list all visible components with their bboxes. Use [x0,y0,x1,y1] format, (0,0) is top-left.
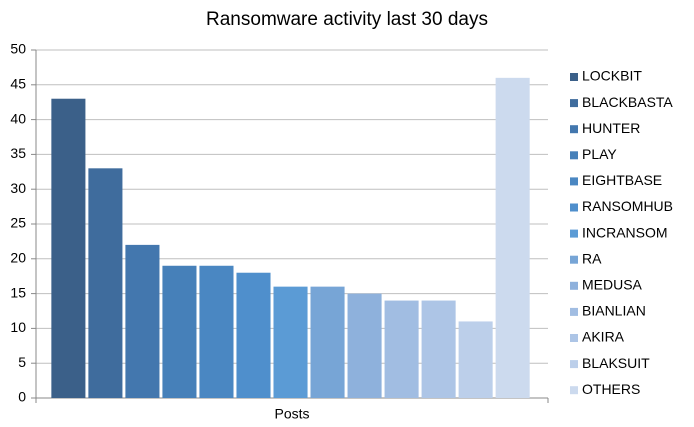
legend-label: MEDUSA [582,277,643,293]
legend-label: HUNTER [582,120,640,136]
y-tick-label: 25 [10,215,26,231]
legend-label: BLACKBASTA [582,94,673,110]
legend-label: BIANLIAN [582,303,646,319]
legend-swatch [570,73,578,81]
legend-label: AKIRA [582,329,625,345]
y-tick-label: 35 [10,145,26,161]
legend-label: INCRANSOM [582,224,668,240]
bar [273,286,308,398]
legend-label: OTHERS [582,381,640,397]
legend-swatch [570,151,578,160]
bar [458,321,493,398]
legend-label: RANSOMHUB [582,198,673,214]
y-tick-label: 50 [10,41,26,57]
bar [162,265,197,398]
y-tick-label: 5 [18,354,26,370]
legend-swatch [570,203,578,212]
legend-swatch [570,307,578,316]
legend-label: EIGHTBASE [582,172,662,188]
legend-swatch [570,360,578,369]
legend-swatch [570,255,578,264]
bar [88,168,123,398]
legend-label: BLAKSUIT [582,355,650,371]
bar [495,77,530,398]
legend-label: PLAY [582,146,617,162]
legend-swatch [570,125,578,134]
legend-swatch [570,99,578,108]
legend-swatch [570,281,578,290]
y-tick-label: 40 [10,110,26,126]
bar [310,286,345,398]
legend-swatch [570,334,578,342]
bar [51,98,86,398]
y-tick-label: 10 [10,319,26,335]
y-tick-label: 30 [10,180,26,196]
legend-swatch [570,177,578,186]
y-tick-label: 20 [10,250,26,266]
x-tick-label: Posts [274,406,309,422]
bar [199,265,234,398]
bar [236,272,271,398]
legend-label: RA [582,250,602,266]
bar [421,300,456,398]
bar [125,244,160,398]
legend-swatch [570,229,578,238]
y-tick-label: 0 [18,389,26,405]
y-tick-label: 45 [10,76,26,92]
y-tick-label: 15 [10,284,26,300]
bar [384,300,419,398]
chart-title: Ransomware activity last 30 days [206,9,488,30]
bar [347,293,382,398]
legend-label: LOCKBIT [582,68,642,84]
legend-swatch [570,386,578,395]
